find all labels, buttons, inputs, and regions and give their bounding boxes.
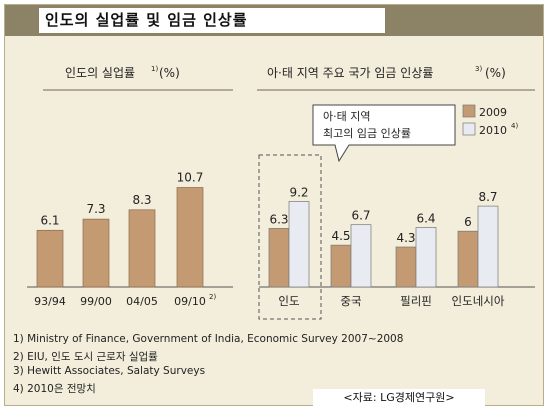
x-tick-label: 필리핀 <box>400 294 432 308</box>
bar <box>457 230 479 288</box>
x-tick-footnote: 2) <box>209 293 216 301</box>
x-tick-label: 인도네시아 <box>452 294 505 308</box>
bar <box>350 224 372 288</box>
bar-value-label: 6 <box>464 215 472 229</box>
bar <box>288 201 310 288</box>
bar-value-label: 6.3 <box>269 212 288 226</box>
chart-title-footnote: 1) <box>151 65 158 73</box>
callout-line-1: 아·태 지역 <box>323 110 370 123</box>
bar-value-label: 4.3 <box>396 231 415 245</box>
bar-value-label: 7.3 <box>86 202 105 216</box>
chart-title: 아·태 지역 주요 국가 임금 인상률 <box>267 66 433 80</box>
footnote-4: 4) 2010은 전망치 <box>13 383 96 395</box>
legend-swatch <box>462 104 476 118</box>
x-tick-label: 93/94 <box>34 295 66 308</box>
legend-footnote: 4) <box>511 122 518 130</box>
legend-label: 2010 <box>479 124 507 137</box>
chart-unit: (%) <box>159 66 180 80</box>
x-tick-label: 04/05 <box>126 295 158 308</box>
bar <box>36 229 64 288</box>
bar <box>176 187 204 288</box>
callout-line-2: 최고의 임금 인상률 <box>323 127 411 140</box>
bar <box>268 228 290 288</box>
bar <box>415 227 437 288</box>
bar-value-label: 9.2 <box>289 185 308 199</box>
x-tick-label: 09/10 <box>174 295 206 308</box>
bar <box>330 244 352 288</box>
bar <box>395 246 417 288</box>
footnote-2: 2) EIU, 인도 도시 근로자 실업률 <box>13 351 158 363</box>
bar <box>128 209 156 288</box>
bar-value-label: 8.3 <box>132 193 151 207</box>
bar-value-label: 6.1 <box>40 213 59 227</box>
unemployment-chart: 인도의 실업률 1) (%) 6.1 93/94 7.3 99/00 8.3 04/05 10.7… <box>27 65 233 308</box>
x-tick-label: 인도 <box>278 294 299 308</box>
chart-title: 인도의 실업률 <box>65 66 135 80</box>
footnote-1: 1) Ministry of Finance, Government of In… <box>13 333 404 345</box>
bar <box>477 205 499 288</box>
bar-value-label: 6.7 <box>351 209 370 223</box>
legend-label: 2009 <box>479 106 507 119</box>
x-tick-label: 99/00 <box>80 295 112 308</box>
source-note: <자료: LG경제연구원> <box>313 389 485 406</box>
bar-value-label: 6.4 <box>416 211 435 225</box>
bar-value-label: 4.5 <box>331 229 350 243</box>
chart-title-footnote: 3) <box>475 65 482 73</box>
chart-unit: (%) <box>485 66 506 80</box>
bar-value-label: 8.7 <box>478 190 497 204</box>
infographic-frame: 인도의 실업률 및 임금 인상률 인도의 실업률 1) (%) 6.1 93/94 7.3… <box>4 4 544 406</box>
callout-bubble <box>312 104 456 163</box>
title-bar: 인도의 실업률 및 임금 인상률 <box>5 5 543 36</box>
x-tick-label: 중국 <box>340 294 361 308</box>
bar-value-label: 10.7 <box>177 170 204 184</box>
page-title: 인도의 실업률 및 임금 인상률 <box>39 8 385 33</box>
footnote-3: 3) Hewitt Associates, Salaty Surveys <box>13 365 206 377</box>
highlight-box <box>258 154 322 320</box>
legend-swatch <box>462 122 476 136</box>
bar <box>82 218 110 288</box>
chart-canvas: 인도의 실업률 1) (%)6.193/947.399/008.304/0510.7… <box>27 65 535 320</box>
